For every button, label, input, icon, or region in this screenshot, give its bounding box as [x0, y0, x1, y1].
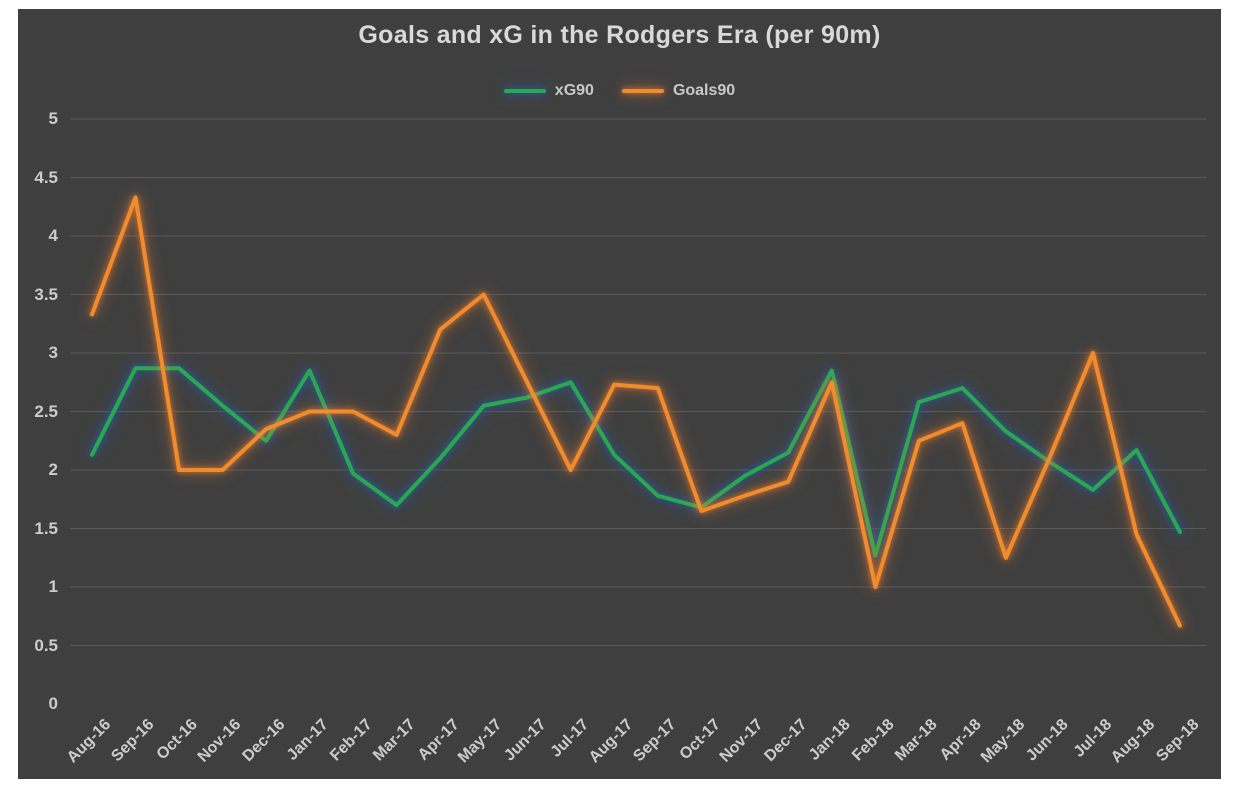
y-tick-label: 3.5 [34, 284, 58, 304]
legend-swatch-xg90 [503, 89, 546, 93]
legend: xG90 Goals90 [18, 79, 1221, 103]
y-tick-label: 4 [48, 226, 58, 245]
y-tick-label: 2 [48, 460, 58, 479]
legend-label-xg90: xG90 [554, 82, 594, 99]
chart-canvas: Goals and xG in the Rodgers Era (per 90m… [18, 9, 1221, 779]
y-tick-label: 2.5 [34, 401, 58, 421]
chart-title: Goals and xG in the Rodgers Era (per 90m… [358, 21, 881, 49]
legend-label-goals90: Goals90 [672, 82, 736, 99]
y-tick-label: 4.5 [34, 167, 58, 187]
y-tick-label: 1.5 [34, 518, 58, 538]
y-tick-label: 0.5 [34, 635, 58, 655]
y-tick-label: 0 [48, 694, 58, 713]
y-tick-label: 1 [48, 577, 58, 596]
legend-swatch-goals90 [621, 89, 664, 93]
legend-item-xg90: xG90 [503, 82, 594, 100]
legend-item-goals90: Goals90 [621, 82, 736, 100]
y-tick-label: 5 [48, 109, 58, 128]
y-tick-label: 3 [48, 343, 58, 362]
